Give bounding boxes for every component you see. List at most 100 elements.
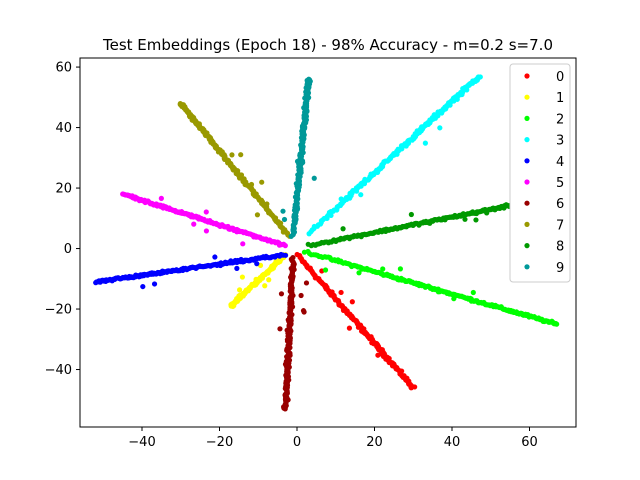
legend-label: 2 <box>556 112 564 127</box>
data-point <box>253 276 259 282</box>
legend-marker <box>524 115 530 121</box>
legend-marker <box>524 94 530 100</box>
data-point <box>212 254 218 260</box>
data-point <box>140 283 146 290</box>
data-point <box>259 179 265 185</box>
y-tick-label: −40 <box>45 363 72 378</box>
data-point <box>248 181 255 188</box>
data-point <box>281 216 288 223</box>
legend-marker <box>524 73 530 79</box>
points-layer <box>93 74 560 412</box>
data-point <box>349 299 355 305</box>
legend-label: 9 <box>556 261 564 276</box>
data-point <box>427 220 433 226</box>
data-point <box>292 212 298 218</box>
data-point <box>266 277 272 283</box>
data-point <box>322 267 329 273</box>
data-point <box>422 140 428 146</box>
legend-marker <box>524 200 530 206</box>
data-point <box>151 281 158 287</box>
data-point <box>240 241 246 247</box>
data-point <box>298 292 304 299</box>
x-tick-label: 0 <box>293 435 301 450</box>
data-point <box>311 175 317 181</box>
data-point <box>380 266 386 272</box>
data-point <box>262 283 268 289</box>
data-point <box>203 228 210 234</box>
data-point <box>228 303 234 309</box>
data-point <box>340 307 347 313</box>
data-point <box>254 212 261 218</box>
legend-label: 0 <box>556 70 564 85</box>
data-point <box>371 171 377 178</box>
data-point <box>358 192 364 198</box>
data-point <box>408 211 414 218</box>
data-point <box>278 291 285 297</box>
data-point <box>346 325 353 331</box>
data-point <box>158 195 164 201</box>
chart-title: Test Embeddings (Epoch 18) - 98% Accurac… <box>102 36 553 54</box>
data-point <box>412 384 418 390</box>
y-tick-label: 0 <box>64 242 72 257</box>
data-point <box>294 158 301 164</box>
series-6-points <box>277 255 310 412</box>
data-point <box>191 221 197 227</box>
data-point <box>477 74 483 80</box>
series-7-points <box>177 100 293 239</box>
data-point <box>338 196 344 202</box>
data-point <box>554 321 560 327</box>
data-point <box>254 261 260 267</box>
series-5-points <box>120 191 288 249</box>
data-point <box>306 76 312 82</box>
legend-marker <box>524 264 530 270</box>
data-point <box>282 406 288 412</box>
data-point <box>149 271 156 277</box>
legend-marker <box>524 158 530 164</box>
legend-marker <box>524 243 530 249</box>
data-point <box>188 214 194 220</box>
data-point <box>356 270 362 276</box>
data-point <box>280 208 286 214</box>
y-tick-label: −20 <box>45 303 72 318</box>
data-point <box>451 296 457 302</box>
legend-label: 6 <box>556 197 564 212</box>
x-tick-label: 20 <box>366 435 383 450</box>
ticks-layer: −40 −20 0 20 40 60 −40 −20 0 20 40 60 <box>45 61 538 450</box>
x-tick-label: 40 <box>444 435 461 450</box>
data-point <box>229 152 235 158</box>
data-point <box>473 217 479 223</box>
legend-label: 3 <box>556 134 564 149</box>
data-point <box>277 326 283 332</box>
data-point <box>203 209 209 215</box>
y-tick-label: 60 <box>55 61 72 76</box>
data-point <box>264 201 270 207</box>
data-point <box>238 152 244 158</box>
legend-label: 1 <box>556 91 564 106</box>
data-point <box>470 289 476 296</box>
axes-frame <box>79 57 577 428</box>
legend-marker <box>524 221 530 227</box>
data-point <box>484 210 490 216</box>
legend-label: 4 <box>556 155 564 170</box>
legend-marker <box>524 179 530 185</box>
data-point <box>236 287 243 293</box>
data-point <box>298 168 304 174</box>
legend-label: 7 <box>556 218 564 233</box>
data-point <box>338 289 344 296</box>
data-point <box>93 280 99 286</box>
data-point <box>234 265 240 271</box>
series-9-points <box>280 76 317 239</box>
data-point <box>303 280 310 286</box>
y-tick-label: 40 <box>55 121 72 136</box>
x-tick-label: −20 <box>206 435 233 450</box>
data-point <box>462 216 468 222</box>
series-3-points <box>306 74 483 237</box>
y-tick-label: 20 <box>55 182 72 197</box>
series-2-points <box>301 248 560 327</box>
legend: 0 1 2 3 4 5 6 7 8 9 <box>509 63 571 283</box>
data-point <box>301 309 307 315</box>
data-point <box>340 226 346 232</box>
series-0-points <box>294 251 418 391</box>
